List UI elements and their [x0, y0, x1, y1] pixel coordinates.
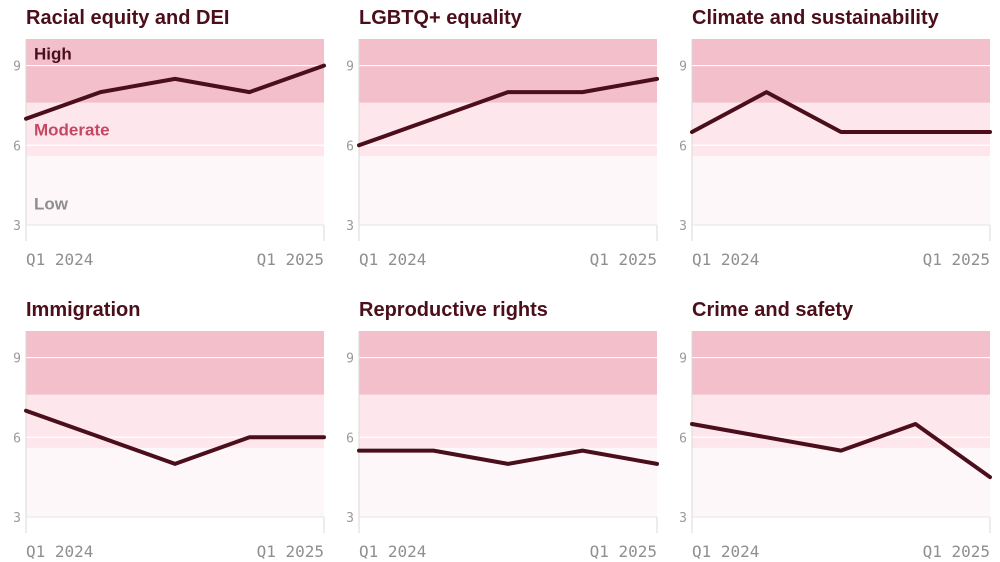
- y-tick-label: 9: [346, 352, 354, 367]
- series-line: [690, 422, 992, 480]
- x-tick-label: Q1 2024: [26, 542, 93, 561]
- y-tick-label: 9: [679, 60, 687, 75]
- band-low: [692, 155, 990, 225]
- chart-panel-6: Crime and safety 3 6 9 Q1 2024 Q1 2025: [679, 299, 992, 561]
- panel-title: Crime and safety: [692, 299, 854, 321]
- chart-panel-1: Racial equity and DEI 3 6 9 Q1 2024 Q1 2025 Hi…: [13, 7, 326, 269]
- x-tick-label: Q1 2025: [923, 542, 990, 561]
- band-low: [692, 447, 990, 517]
- x-tick-label: Q1 2024: [26, 250, 93, 269]
- band-label-moderate: Moderate: [34, 120, 110, 139]
- band-moderate: [26, 102, 324, 156]
- band-high: [359, 331, 657, 395]
- band-high: [692, 331, 990, 395]
- band-high: [26, 39, 324, 103]
- x-tick-label: Q1 2024: [359, 542, 426, 561]
- band-low: [359, 447, 657, 517]
- band-low: [26, 447, 324, 517]
- band-high: [26, 331, 324, 395]
- y-tick-label: 6: [679, 431, 687, 446]
- band-label-high: High: [34, 44, 72, 63]
- x-tick-label: Q1 2025: [590, 542, 657, 561]
- x-tick-label: Q1 2024: [692, 250, 759, 269]
- y-tick-label: 9: [13, 352, 21, 367]
- series-line: [690, 90, 992, 134]
- band-moderate: [26, 394, 324, 448]
- band-moderate: [692, 394, 990, 448]
- band-low: [26, 155, 324, 225]
- x-tick-label: Q1 2025: [257, 542, 324, 561]
- y-tick-label: 3: [679, 219, 687, 234]
- band-moderate: [692, 102, 990, 156]
- panel-title: LGBTQ+ equality: [359, 7, 523, 29]
- chart-panel-4: Immigration 3 6 9 Q1 2024 Q1 2025: [13, 299, 326, 561]
- chart-panel-2: LGBTQ+ equality 3 6 9 Q1 2024 Q1 2025: [346, 7, 659, 269]
- chart-panel-5: Reproductive rights 3 6 9 Q1 2024 Q1 2025: [346, 299, 659, 561]
- x-tick-label: Q1 2025: [923, 250, 990, 269]
- band-high: [692, 39, 990, 103]
- band-low: [359, 155, 657, 225]
- x-tick-label: Q1 2024: [692, 542, 759, 561]
- y-tick-label: 3: [13, 219, 21, 234]
- series-line: [357, 76, 659, 148]
- series-line: [24, 408, 326, 466]
- panel-title: Immigration: [26, 299, 140, 321]
- series-line: [24, 63, 326, 121]
- y-tick-label: 9: [346, 60, 354, 75]
- y-tick-label: 3: [13, 511, 21, 526]
- y-tick-label: 3: [346, 219, 354, 234]
- y-tick-label: 6: [13, 139, 21, 154]
- x-tick-label: Q1 2025: [590, 250, 657, 269]
- panel-title: Reproductive rights: [359, 299, 548, 321]
- band-label-low: Low: [34, 195, 69, 214]
- y-tick-label: 6: [679, 139, 687, 154]
- y-tick-label: 3: [346, 511, 354, 526]
- band-moderate: [359, 394, 657, 448]
- x-tick-label: Q1 2024: [359, 250, 426, 269]
- x-tick-label: Q1 2025: [257, 250, 324, 269]
- y-tick-label: 6: [346, 431, 354, 446]
- y-tick-label: 9: [679, 352, 687, 367]
- y-tick-label: 3: [679, 511, 687, 526]
- panel-title: Climate and sustainability: [692, 7, 940, 29]
- panel-title: Racial equity and DEI: [26, 7, 229, 29]
- y-tick-label: 6: [346, 139, 354, 154]
- chart-panel-3: Climate and sustainability 3 6 9 Q1 2024 Q1 2…: [679, 7, 992, 269]
- series-line: [357, 448, 659, 466]
- y-tick-label: 6: [13, 431, 21, 446]
- y-tick-label: 9: [13, 60, 21, 75]
